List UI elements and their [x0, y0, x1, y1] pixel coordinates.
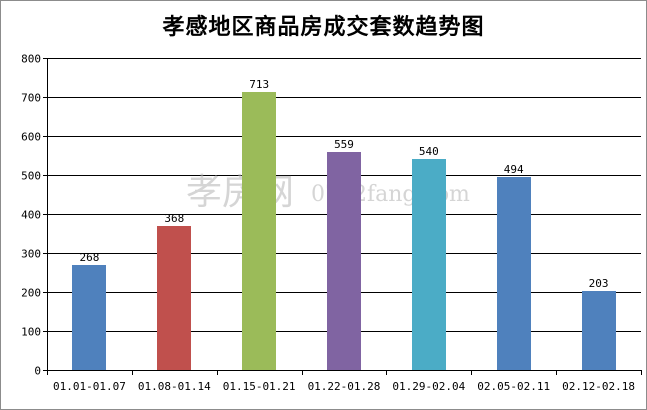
x-tick-label: 02.05-02.11	[477, 380, 550, 393]
y-tick-label: 700	[21, 92, 41, 105]
y-tick-label: 400	[21, 209, 41, 222]
bar	[242, 92, 276, 370]
bar-layer	[72, 92, 616, 370]
y-tick-label: 200	[21, 287, 41, 300]
bar	[582, 291, 616, 370]
bar	[497, 177, 531, 370]
x-tick-label: 02.12-02.18	[562, 380, 635, 393]
bar-value-label: 203	[589, 277, 609, 290]
x-tick-label: 01.22-01.28	[308, 380, 381, 393]
watermark-cn: 孝房网	[186, 172, 294, 213]
label-layer: 268 01.01-01.07 368 01.08-01.14 713 01.15-01.…	[53, 78, 635, 393]
bar-value-label: 368	[164, 212, 184, 225]
y-tick-label: 0	[34, 365, 41, 378]
chart-title: 孝感地区商品房成交套数趋势图	[162, 14, 485, 40]
x-tick-label: 01.29-02.04	[392, 380, 465, 393]
x-tick-label: 01.01-01.07	[53, 380, 126, 393]
y-tick-label: 800	[21, 53, 41, 66]
x-tick-label: 01.15-01.21	[223, 380, 296, 393]
y-tick-label: 300	[21, 248, 41, 261]
bar-value-label: 494	[504, 163, 524, 176]
bar	[412, 159, 446, 370]
bar	[72, 265, 106, 370]
bar-value-label: 713	[249, 78, 269, 91]
y-tick-label: 100	[21, 326, 41, 339]
bar-value-label: 559	[334, 138, 354, 151]
x-tick-label: 01.08-01.14	[138, 380, 211, 393]
bar-value-label: 268	[79, 251, 99, 264]
bar	[327, 152, 361, 370]
y-tick-label: 600	[21, 131, 41, 144]
y-tick-label: 500	[21, 170, 41, 183]
bar-value-label: 540	[419, 145, 439, 158]
axis-layer: 0 100 200 300 400 500 600 700 800	[21, 53, 642, 378]
bar	[157, 226, 191, 370]
